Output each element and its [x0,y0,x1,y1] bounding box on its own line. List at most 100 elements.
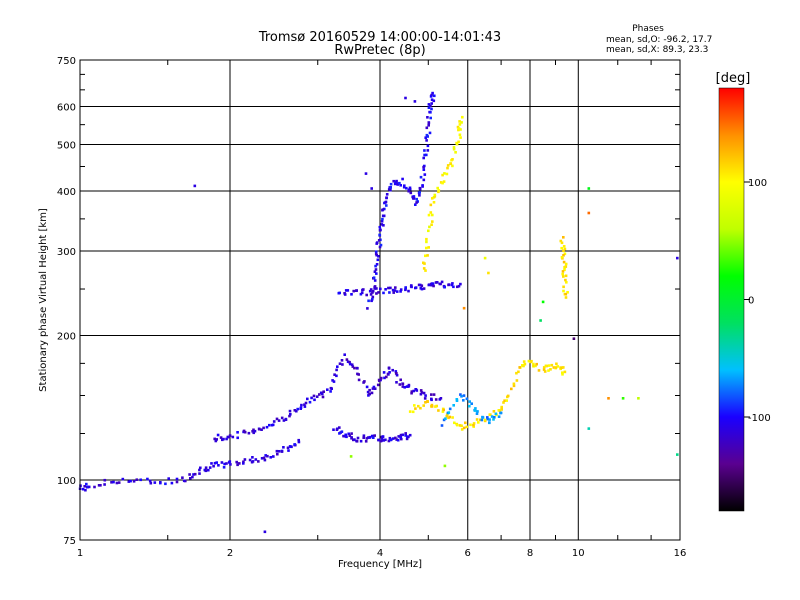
trace-point [386,372,390,376]
trace-point [449,162,453,166]
trace-point [357,378,361,382]
trace-point [368,388,371,392]
trace-point [399,433,403,437]
trace-point [348,360,351,364]
trace-point [112,480,115,484]
trace-point [423,153,426,157]
scatter-point [637,397,640,400]
trace-point [428,283,431,286]
trace-point [447,283,451,286]
trace-point [175,477,179,481]
trace-point [500,407,503,410]
trace-point [385,375,388,379]
trace-point [425,153,428,157]
trace-point [547,364,551,367]
trace-point [428,225,431,229]
trace-point [189,477,192,480]
trace-point [408,433,412,437]
trace-point [223,462,226,466]
trace-point [542,366,546,369]
y-tick-label: 100 [57,476,76,487]
trace-point [561,272,564,276]
trace-point [510,387,513,391]
trace-point [269,456,272,459]
trace-point [422,287,426,290]
trace-point [115,481,119,485]
scatter-point [676,256,679,260]
trace-point [398,383,402,386]
trace-point [465,397,469,401]
trace-point [426,254,429,257]
trace-point [345,358,349,361]
trace-point [464,421,467,425]
trace-point [410,391,413,395]
trace-point [236,436,239,440]
trace-point [395,179,398,183]
trace-point [248,458,252,462]
trace-point [383,207,386,211]
trace-point [103,478,107,482]
trace-point [348,362,352,366]
trace-point [371,387,375,390]
x-tick-label: 4 [377,548,383,559]
scatter-point [676,453,679,456]
trace-point [394,436,397,440]
trace-point [494,412,498,416]
trace-point [322,390,325,393]
trace-point [430,405,434,408]
trace-point [426,144,430,148]
trace-point [430,223,433,226]
trace-point [198,468,201,472]
trace-point [268,423,271,427]
trace-point [405,385,409,388]
trace-point [368,392,371,396]
trace-point [276,452,279,456]
trace-point [460,424,463,428]
trace-point [395,290,399,293]
trace-point [355,440,359,443]
trace-point [282,446,285,449]
trace-point [562,275,565,278]
trace-point [550,363,554,367]
trace-point [117,481,121,484]
trace-point [544,364,548,368]
trace-point [198,472,201,475]
trace-point [415,389,419,392]
trace-point [375,241,379,244]
trace-point [427,103,431,106]
trace-point [353,366,356,370]
trace-point [523,362,527,366]
trace-point [260,428,263,431]
trace-point [437,189,441,192]
trace-point [476,410,479,413]
trace-point [313,398,316,402]
trace-point [488,421,491,425]
trace-point [335,374,338,378]
trace-point [378,225,382,229]
trace-point [407,189,410,193]
trace-point [132,480,136,483]
trace-point [401,382,405,386]
y-axis: 75 100 200 300 400 500 600 750 [57,56,680,547]
trace-point [479,418,482,422]
trace-point [446,166,449,170]
trace-point [394,286,397,289]
trace-point [543,370,547,373]
trace-point [364,440,368,443]
trace-point [562,260,566,264]
trace-point [254,458,258,461]
trace-point [93,485,96,489]
scatter-point [621,397,625,400]
trace-point [348,434,352,437]
trace-point [399,436,402,439]
colorbar-tick-label: 0 [748,296,754,307]
trace-point [153,481,157,484]
trace-point [384,288,387,291]
trace-point [398,181,401,185]
trace-point [251,460,255,463]
trace-point [337,291,341,295]
trace-point [408,186,412,190]
trace-point [472,422,476,425]
trace-point [419,283,422,287]
trace-point [127,480,131,483]
